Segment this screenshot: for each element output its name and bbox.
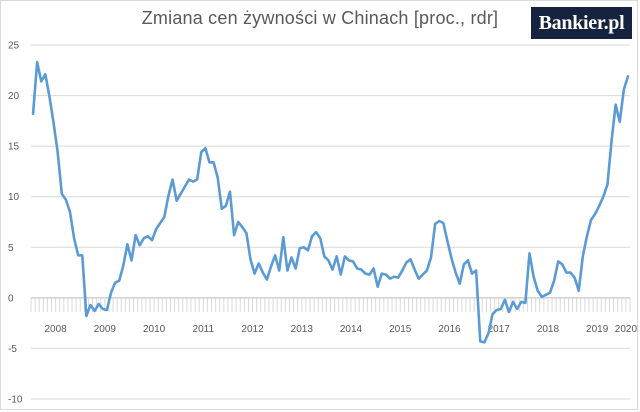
x-tick-label: 2015 <box>389 324 412 335</box>
x-tick-label: 2014 <box>340 324 363 335</box>
y-tick-label: 15 <box>8 142 20 153</box>
chart-title: Zmiana cen żywności w Chinach [proc., rd… <box>141 8 499 28</box>
y-tick-label: 20 <box>8 91 20 102</box>
y-tick-label: 5 <box>8 243 14 254</box>
bankier-logo: Bankier.pl <box>531 7 632 39</box>
x-tick-label: 2019 <box>586 324 609 335</box>
x-tick-label: 2016 <box>438 324 461 335</box>
y-tick-label: 25 <box>8 41 20 52</box>
x-tick-label: 2013 <box>291 324 314 335</box>
series-line <box>31 60 630 344</box>
x-tick-label: 2010 <box>143 324 166 335</box>
x-tick-label: 2020 <box>615 324 638 335</box>
x-tick-label: 2008 <box>44 324 67 335</box>
y-tick-label: -10 <box>8 395 23 406</box>
x-tick-label: 2017 <box>488 324 511 335</box>
x-tick-label: 2012 <box>241 324 264 335</box>
y-tick-label: -5 <box>8 344 17 355</box>
x-tick-label: 2018 <box>537 324 560 335</box>
x-tick-label: 2009 <box>94 324 117 335</box>
y-tick-label: 10 <box>8 192 20 203</box>
x-tick-label: 2011 <box>193 324 215 335</box>
y-tick-label: 0 <box>8 293 14 304</box>
